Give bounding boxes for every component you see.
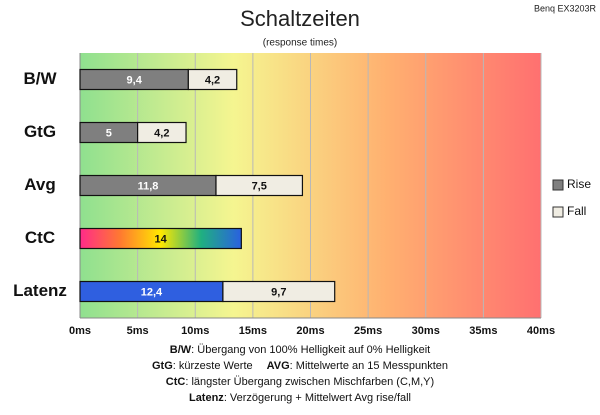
legend-swatch [552,206,564,218]
x-tick-label: 5ms [127,325,149,337]
category-label: CtC [25,228,55,247]
note: CtC: längster Übergang zwischen Mischfar… [166,376,434,388]
value-label: 4,2 [154,127,169,139]
legend-label: Fall [567,204,586,218]
bar [187,68,238,91]
bar [79,227,242,250]
value-label: 5 [106,127,112,139]
note: B/W: Übergang von 100% Helligkeit auf 0%… [170,344,430,356]
bar [137,121,187,144]
value-label: 4,2 [205,74,220,86]
value-label: 14 [155,233,168,245]
category-label: B/W [23,69,57,88]
value-label: 12,4 [141,286,163,298]
value-label: 11,8 [138,180,159,192]
chart-title: Schaltzeiten [240,6,360,31]
x-tick-label: 30ms [412,325,440,337]
category-label: Latenz [13,281,67,300]
note-text: : Übergang von 100% Helligkeit auf 0% He… [191,344,430,356]
bar [222,280,336,303]
chart-subtitle: (response times) [263,38,337,49]
x-tick-label: 15ms [239,325,267,337]
note-term: AVG [267,360,290,372]
note-text: : Verzögerung + Mittelwert Avg rise/fall [224,392,411,404]
category-label: Avg [24,175,56,194]
value-label: 9,4 [127,74,143,86]
corner-label: Benq EX3203R [534,3,597,13]
note-term: B/W [170,344,192,356]
x-tick-label: 25ms [354,325,382,337]
note-text: : längster Übergang zwischen Mischfarben… [185,376,434,388]
x-tick-label: 35ms [469,325,497,337]
value-label: 9,7 [271,286,286,298]
bar [215,174,304,197]
note-term: CtC [166,376,186,388]
legend-swatch [552,179,564,191]
note: GtG: kürzeste Werte AVG: Mittelwerte an 1… [152,360,448,372]
x-tick-label: 20ms [296,325,324,337]
note-text: : kürzeste Werte [173,360,253,372]
x-tick-label: 0ms [69,325,91,337]
note-text: : Mittelwerte an 15 Messpunkten [290,360,448,372]
note-term: Latenz [189,392,224,404]
note: Latenz: Verzögerung + Mittelwert Avg ris… [189,392,411,404]
x-tick-label: 40ms [527,325,555,337]
value-label: 7,5 [252,180,267,192]
category-label: GtG [24,122,56,141]
legend-label: Rise [567,177,591,191]
note-term: GtG [152,360,173,372]
x-tick-label: 10ms [181,325,209,337]
